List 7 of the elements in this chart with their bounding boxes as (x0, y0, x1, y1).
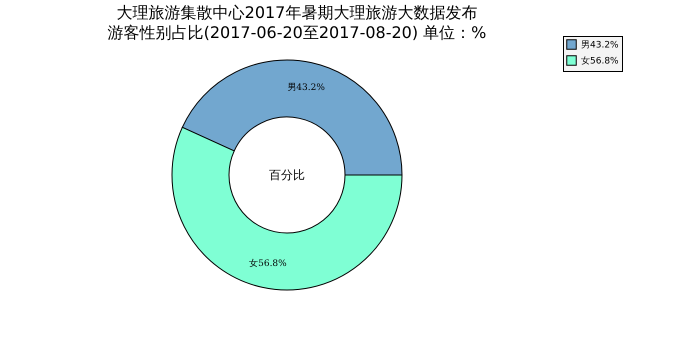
slice-label: 女56.8% (249, 258, 288, 269)
legend-label: 女56.8% (581, 56, 620, 66)
legend-label: 男43.2% (581, 40, 620, 50)
slice-label: 男43.2% (287, 82, 326, 94)
text: 大理旅游集散中心2017年暑期大理旅游大数据发布 (116, 3, 478, 22)
text: 游客性别占比(2017-06-20至2017-08-20) 单位：% (108, 23, 486, 42)
text: 百分比 (269, 168, 305, 182)
